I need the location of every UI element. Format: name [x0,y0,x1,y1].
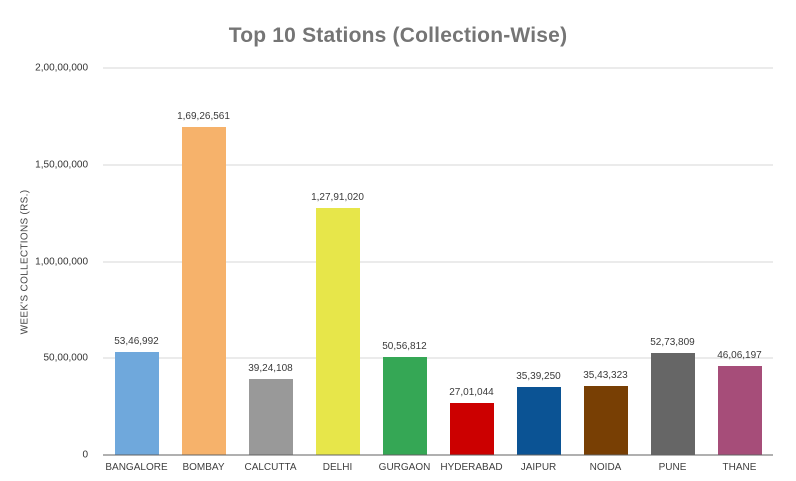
x-axis-label: BANGALORE [105,462,168,473]
bars-container: 53,46,992 BANGALORE 1,69,26,561 BOMBAY 39,24… [103,68,773,474]
bar-group-pune: 52,73,809 PUNE [639,68,706,473]
bar-bangalore [114,351,159,455]
bar-value-label: 46,06,197 [717,349,762,361]
bar-noida [583,386,628,455]
bar-thane [717,365,762,455]
bar-value-label: 27,01,044 [449,386,494,398]
bar-group-gurgaon: 50,56,812 GURGAON [371,68,438,473]
bar-value-label: 35,43,323 [583,370,628,382]
bar-value-label: 1,69,26,561 [177,111,230,123]
bar-pune [650,352,695,455]
y-axis-tick-labels: 2,00,00,000 1,50,00,000 1,00,00,000 50,00,0… [0,63,96,461]
gridline [103,163,773,166]
bar-bombay [181,127,226,455]
y-tick-label: 50,00,000 [43,352,89,364]
bar-group-jaipur: 35,39,250 JAIPUR [505,68,572,473]
x-axis-label: THANE [722,462,757,473]
bar-jaipur [516,386,561,455]
bar-hyderabad [449,402,494,455]
x-axis-label: BOMBAY [182,462,225,473]
bar-group-noida: 35,43,323 NOIDA [572,68,639,473]
x-axis-label: NOIDA [589,462,622,473]
bar-group-calcutta: 39,24,108 CALCUTTA [237,68,304,473]
x-axis-label: HYDERABAD [440,462,503,473]
y-tick-label: 1,00,00,000 [35,256,88,267]
bar-group-bangalore: 53,46,992 BANGALORE [103,68,170,473]
x-axis-line [103,454,773,456]
x-axis-label: JAIPUR [520,462,557,473]
x-axis-label: PUNE [658,462,687,473]
x-axis-label: DELHI [322,462,353,473]
bar-group-bombay: 1,69,26,561 BOMBAY [170,68,237,473]
bar-value-label: 52,73,809 [650,336,695,348]
gridline [103,357,773,360]
bar-delhi [315,207,360,455]
x-axis-label: GURGAON [378,462,431,473]
gridline [103,67,773,69]
y-tick-label: 1,50,00,000 [35,159,88,171]
bar-group-thane: 46,06,197 THANE [706,68,773,473]
bar-value-label: 50,56,812 [382,341,427,353]
bar-value-label: 53,46,992 [114,335,159,347]
bar-group-delhi: 1,27,91,020 DELHI [304,68,371,474]
gridline [103,260,773,263]
x-axis-label: CALCUTTA [244,462,297,473]
plot-area: 53,46,992 BANGALORE 1,69,26,561 BOMBAY 39,24… [103,67,773,474]
y-tick-label: 0 [82,449,88,461]
y-tick-label: 2,00,00,000 [35,62,88,74]
chart-title: Top 10 Stations (Collection-Wise) [228,24,568,47]
bar-group-hyderabad: 27,01,044 HYDERABAD [438,68,505,473]
bar-value-label: 1,27,91,020 [311,191,364,203]
bar-calcutta [248,379,293,455]
bar-value-label: 39,24,108 [248,363,293,375]
bar-value-label: 35,39,250 [516,370,561,382]
bar-gurgaon [382,357,427,455]
